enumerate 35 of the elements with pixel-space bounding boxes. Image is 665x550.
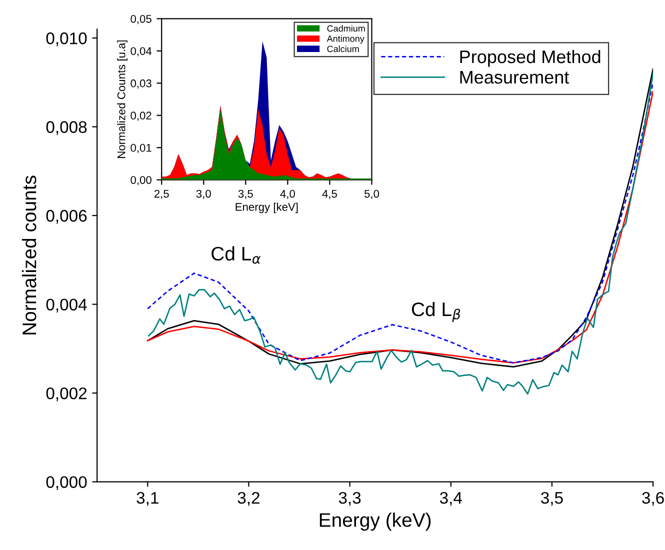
x-tick-label: 3,0: [196, 190, 211, 200]
x-tick-label: 3,4: [440, 492, 462, 506]
x-axis-title: Energy (keV): [320, 512, 431, 531]
x-tick-label: 3,5: [238, 190, 253, 200]
x-tick-label: 4,0: [280, 190, 295, 200]
legend-label: Calcium: [327, 45, 359, 52]
y-tick-label: 0,00: [130, 176, 152, 186]
legend-label: Antimony: [326, 35, 364, 44]
y-tick-label: 0,01: [130, 144, 152, 154]
legend-label: Proposed Method: [460, 50, 600, 67]
y-tick-label: 0,000: [46, 476, 87, 490]
y-tick-label: 0,006: [46, 210, 87, 224]
y-tick-label: 0,010: [46, 32, 87, 46]
x-tick-label: 3,1: [136, 492, 158, 506]
x-axis-title: Energy [keV]: [236, 202, 298, 214]
x-tick-label: 4,5: [322, 190, 337, 200]
legend-label: Cadmium: [327, 25, 365, 32]
y-tick-label: 0,002: [46, 387, 87, 402]
x-tick-label: 3,6: [642, 492, 664, 506]
y-tick-label: 0,04: [130, 47, 152, 56]
x-tick-label: 3,2: [238, 492, 260, 506]
y-tick-label: 0,02: [130, 112, 152, 121]
y-tick-label: 0,05: [130, 14, 152, 24]
y-axis-title: Normalized Counts [u.a]: [117, 40, 128, 158]
x-tick-label: 5,0: [364, 190, 380, 200]
annotation: Cd L$_{β}$: [412, 302, 460, 322]
y-tick-label: 0,008: [46, 121, 87, 135]
y-tick-label: 0,03: [130, 79, 152, 89]
legend-label: Measurement: [460, 71, 570, 84]
annotation: Cd L$_{α}$: [212, 246, 261, 264]
x-tick-label: 3,5: [541, 492, 563, 506]
y-axis-title: Normalized counts: [22, 176, 36, 334]
x-tick-label: 3,3: [338, 492, 361, 506]
y-tick-label: 0,004: [46, 298, 87, 312]
x-tick-label: 2,5: [154, 190, 169, 200]
